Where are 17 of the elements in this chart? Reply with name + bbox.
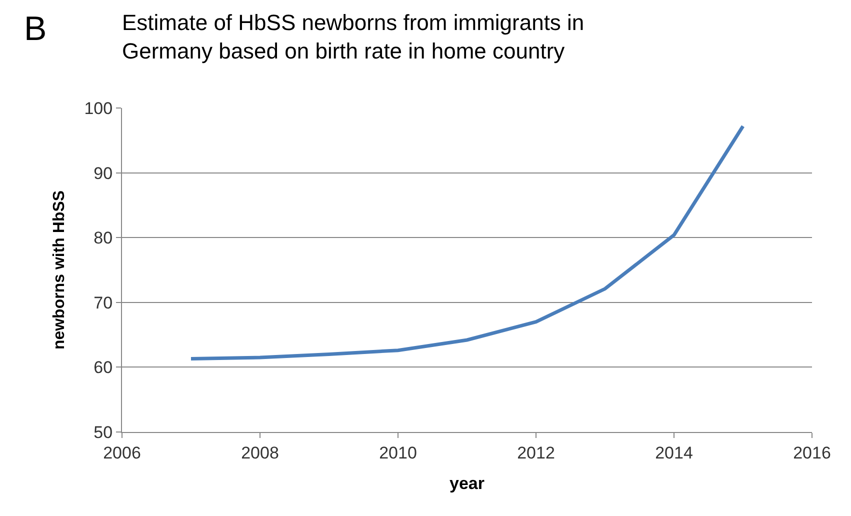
x-tick-label: 2014 [655,443,693,462]
y-tick-label: 100 [84,98,113,118]
y-tick-label: 60 [94,358,113,378]
x-tick-label: 2012 [517,443,555,462]
x-tick-label: 2016 [793,443,831,462]
line-series [189,124,745,361]
y-tick-label: 80 [94,228,113,248]
text: B [24,10,47,48]
x-tick-label: 2008 [241,443,279,462]
x-axis-title: year [450,474,485,493]
x-tick-label: 2010 [379,443,417,462]
chart-title: Estimate of HbSS newborns from immigrants in Germany based on birth rate in home country [122,10,584,64]
y-axis-title: newborns with HbSS [51,190,68,350]
y-tick-label: 70 [94,293,113,312]
x-tick-label: 2006 [103,443,141,462]
y-tick-label: 50 [94,422,113,442]
y-tick-label: 90 [94,164,113,183]
